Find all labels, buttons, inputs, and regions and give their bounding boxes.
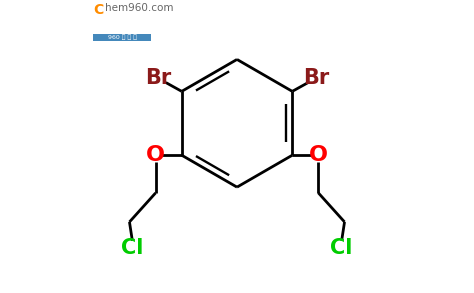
Text: Br: Br — [303, 68, 329, 88]
Text: O: O — [309, 145, 328, 165]
Text: C: C — [93, 3, 104, 17]
Text: 960 化 工 网: 960 化 工 网 — [108, 35, 137, 40]
Text: O: O — [146, 145, 165, 165]
Text: Br: Br — [145, 68, 171, 88]
FancyBboxPatch shape — [93, 34, 151, 40]
Text: Cl: Cl — [330, 238, 353, 258]
Text: hem960.com: hem960.com — [105, 3, 173, 13]
Text: Cl: Cl — [121, 238, 144, 258]
